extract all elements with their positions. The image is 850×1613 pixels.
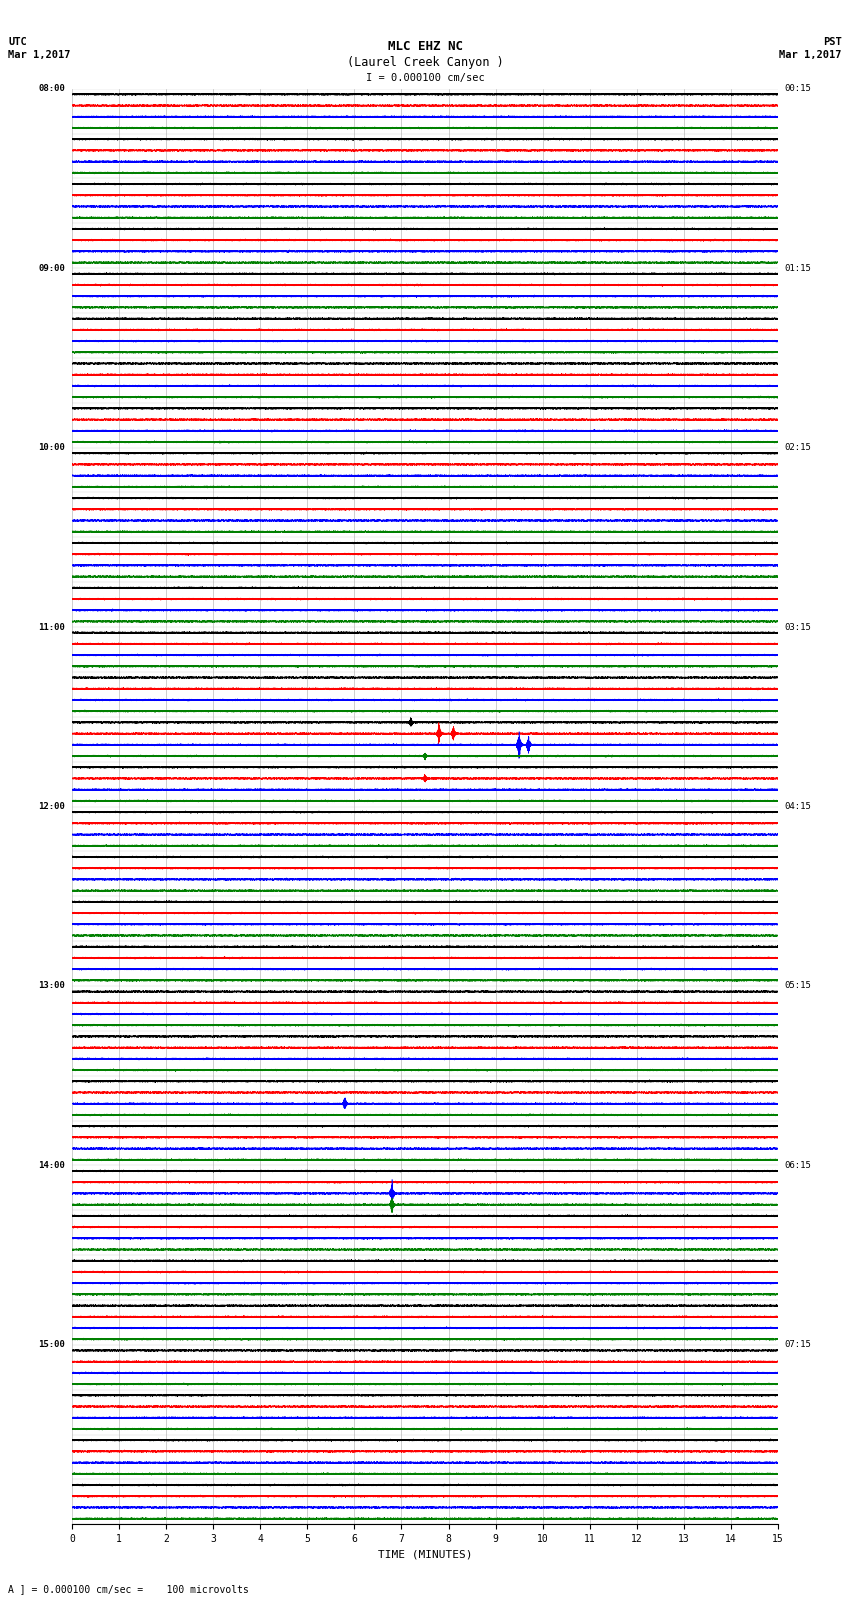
Text: 14:00: 14:00 [38, 1161, 65, 1169]
Text: Mar 1,2017: Mar 1,2017 [779, 50, 842, 60]
Text: 09:00: 09:00 [38, 263, 65, 273]
Text: I = 0.000100 cm/sec: I = 0.000100 cm/sec [366, 73, 484, 82]
Text: 10:00: 10:00 [38, 444, 65, 452]
Text: 02:15: 02:15 [785, 444, 812, 452]
Text: 11:00: 11:00 [38, 623, 65, 632]
Text: 07:15: 07:15 [785, 1340, 812, 1350]
Text: MLC EHZ NC: MLC EHZ NC [388, 40, 462, 53]
Text: 00:15: 00:15 [785, 84, 812, 94]
Text: 06:15: 06:15 [785, 1161, 812, 1169]
Text: UTC: UTC [8, 37, 27, 47]
Text: 05:15: 05:15 [785, 981, 812, 990]
Text: 12:00: 12:00 [38, 802, 65, 811]
Text: 04:15: 04:15 [785, 802, 812, 811]
Text: 03:15: 03:15 [785, 623, 812, 632]
X-axis label: TIME (MINUTES): TIME (MINUTES) [377, 1550, 473, 1560]
Text: 13:00: 13:00 [38, 981, 65, 990]
Text: (Laurel Creek Canyon ): (Laurel Creek Canyon ) [347, 56, 503, 69]
Text: 01:15: 01:15 [785, 263, 812, 273]
Text: Mar 1,2017: Mar 1,2017 [8, 50, 71, 60]
Text: PST: PST [823, 37, 842, 47]
Text: 15:00: 15:00 [38, 1340, 65, 1350]
Text: A ] = 0.000100 cm/sec =    100 microvolts: A ] = 0.000100 cm/sec = 100 microvolts [8, 1584, 249, 1594]
Text: 08:00: 08:00 [38, 84, 65, 94]
